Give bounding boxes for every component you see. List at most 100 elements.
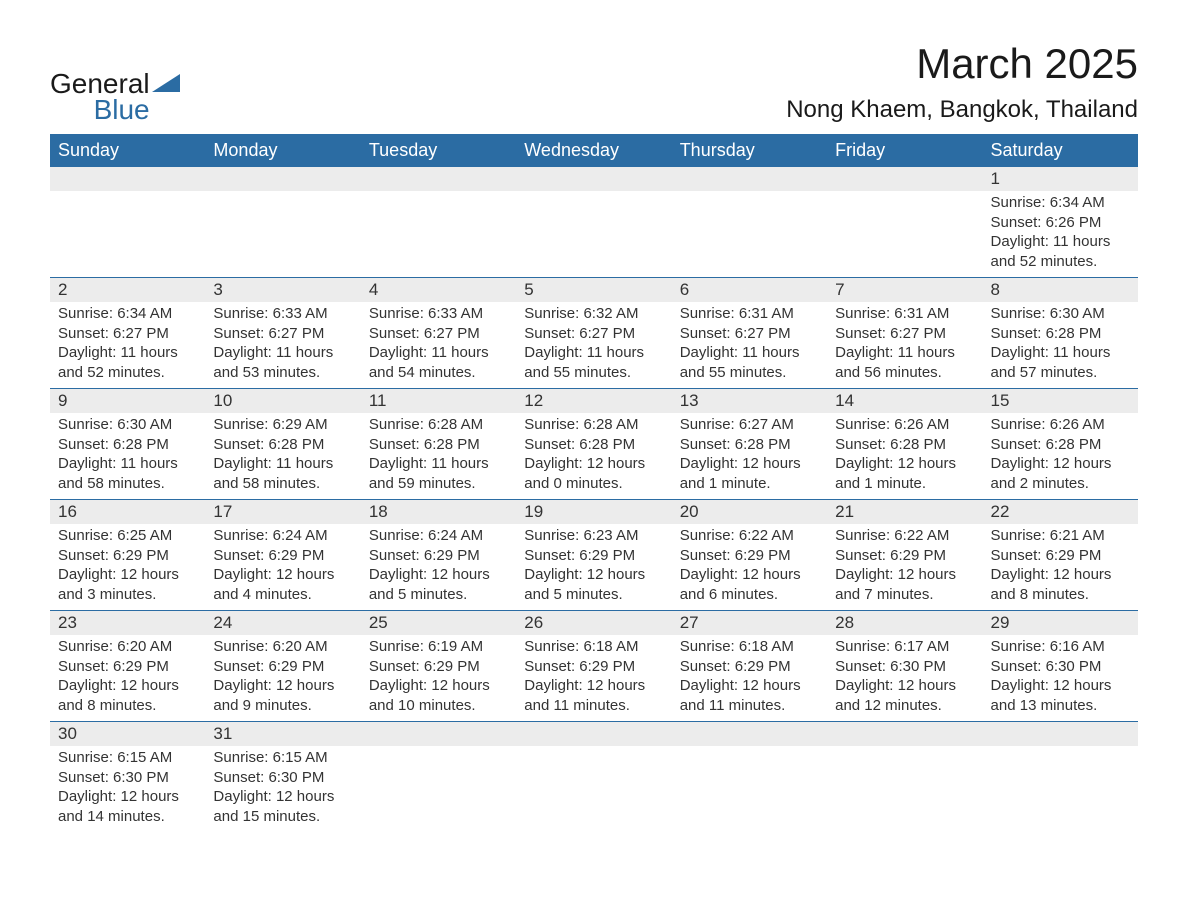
sunrise-text: Sunrise: 6:33 AM <box>213 304 352 324</box>
sunset-text: Sunset: 6:28 PM <box>213 435 352 455</box>
sunrise-text: Sunrise: 6:20 AM <box>213 637 352 657</box>
day-details: Sunrise: 6:33 AMSunset: 6:27 PMDaylight:… <box>205 302 360 388</box>
logo: General Blue <box>50 70 180 124</box>
empty-day-bar <box>205 167 360 191</box>
daylight-text: Daylight: 12 hours and 11 minutes. <box>680 676 819 715</box>
day-cell: 10Sunrise: 6:29 AMSunset: 6:28 PMDayligh… <box>205 389 360 500</box>
day-details: Sunrise: 6:15 AMSunset: 6:30 PMDaylight:… <box>205 746 360 832</box>
empty-day-body <box>827 191 982 271</box>
sunset-text: Sunset: 6:28 PM <box>991 435 1130 455</box>
day-cell <box>672 167 827 278</box>
empty-day-bar <box>361 722 516 746</box>
daylight-text: Daylight: 12 hours and 10 minutes. <box>369 676 508 715</box>
sunrise-text: Sunrise: 6:30 AM <box>58 415 197 435</box>
sunrise-text: Sunrise: 6:24 AM <box>213 526 352 546</box>
day-details: Sunrise: 6:24 AMSunset: 6:29 PMDaylight:… <box>205 524 360 610</box>
empty-day-bar <box>827 722 982 746</box>
empty-day-bar <box>672 167 827 191</box>
logo-triangle-icon <box>152 74 180 96</box>
sunset-text: Sunset: 6:28 PM <box>58 435 197 455</box>
day-details: Sunrise: 6:34 AMSunset: 6:27 PMDaylight:… <box>50 302 205 388</box>
day-cell: 4Sunrise: 6:33 AMSunset: 6:27 PMDaylight… <box>361 278 516 389</box>
day-details: Sunrise: 6:24 AMSunset: 6:29 PMDaylight:… <box>361 524 516 610</box>
day-number: 11 <box>361 389 516 413</box>
day-details: Sunrise: 6:22 AMSunset: 6:29 PMDaylight:… <box>827 524 982 610</box>
daylight-text: Daylight: 12 hours and 0 minutes. <box>524 454 663 493</box>
day-details: Sunrise: 6:17 AMSunset: 6:30 PMDaylight:… <box>827 635 982 721</box>
empty-day-bar <box>50 167 205 191</box>
day-cell <box>516 167 671 278</box>
day-number: 25 <box>361 611 516 635</box>
header: General Blue March 2025 Nong Khaem, Bang… <box>50 40 1138 124</box>
day-details: Sunrise: 6:25 AMSunset: 6:29 PMDaylight:… <box>50 524 205 610</box>
day-header-sun: Sunday <box>50 134 205 167</box>
day-cell: 30Sunrise: 6:15 AMSunset: 6:30 PMDayligh… <box>50 722 205 833</box>
empty-day-bar <box>983 722 1138 746</box>
sunset-text: Sunset: 6:30 PM <box>835 657 974 677</box>
sunset-text: Sunset: 6:29 PM <box>680 657 819 677</box>
sunset-text: Sunset: 6:27 PM <box>58 324 197 344</box>
sunset-text: Sunset: 6:28 PM <box>835 435 974 455</box>
day-cell: 17Sunrise: 6:24 AMSunset: 6:29 PMDayligh… <box>205 500 360 611</box>
sunset-text: Sunset: 6:27 PM <box>369 324 508 344</box>
daylight-text: Daylight: 12 hours and 2 minutes. <box>991 454 1130 493</box>
day-details: Sunrise: 6:26 AMSunset: 6:28 PMDaylight:… <box>827 413 982 499</box>
sunrise-text: Sunrise: 6:18 AM <box>524 637 663 657</box>
empty-day-bar <box>672 722 827 746</box>
empty-day-body <box>516 191 671 271</box>
day-number: 3 <box>205 278 360 302</box>
day-header-tue: Tuesday <box>361 134 516 167</box>
empty-day-body <box>361 191 516 271</box>
day-cell: 6Sunrise: 6:31 AMSunset: 6:27 PMDaylight… <box>672 278 827 389</box>
sunset-text: Sunset: 6:29 PM <box>58 657 197 677</box>
day-details: Sunrise: 6:20 AMSunset: 6:29 PMDaylight:… <box>205 635 360 721</box>
sunrise-text: Sunrise: 6:28 AM <box>369 415 508 435</box>
sunset-text: Sunset: 6:29 PM <box>524 546 663 566</box>
sunrise-text: Sunrise: 6:31 AM <box>835 304 974 324</box>
day-cell: 8Sunrise: 6:30 AMSunset: 6:28 PMDaylight… <box>983 278 1138 389</box>
day-details: Sunrise: 6:30 AMSunset: 6:28 PMDaylight:… <box>983 302 1138 388</box>
day-details: Sunrise: 6:26 AMSunset: 6:28 PMDaylight:… <box>983 413 1138 499</box>
day-details: Sunrise: 6:21 AMSunset: 6:29 PMDaylight:… <box>983 524 1138 610</box>
day-cell <box>827 722 982 833</box>
daylight-text: Daylight: 11 hours and 59 minutes. <box>369 454 508 493</box>
daylight-text: Daylight: 11 hours and 56 minutes. <box>835 343 974 382</box>
sunset-text: Sunset: 6:29 PM <box>213 657 352 677</box>
day-cell <box>205 167 360 278</box>
sunset-text: Sunset: 6:27 PM <box>524 324 663 344</box>
day-number: 30 <box>50 722 205 746</box>
day-cell <box>516 722 671 833</box>
day-number: 22 <box>983 500 1138 524</box>
sunrise-text: Sunrise: 6:26 AM <box>991 415 1130 435</box>
sunset-text: Sunset: 6:27 PM <box>680 324 819 344</box>
daylight-text: Daylight: 12 hours and 7 minutes. <box>835 565 974 604</box>
sunrise-text: Sunrise: 6:34 AM <box>991 193 1130 213</box>
sunrise-text: Sunrise: 6:23 AM <box>524 526 663 546</box>
day-cell: 9Sunrise: 6:30 AMSunset: 6:28 PMDaylight… <box>50 389 205 500</box>
day-number: 13 <box>672 389 827 413</box>
day-header-fri: Friday <box>827 134 982 167</box>
daylight-text: Daylight: 12 hours and 1 minute. <box>680 454 819 493</box>
sunrise-text: Sunrise: 6:30 AM <box>991 304 1130 324</box>
day-details: Sunrise: 6:22 AMSunset: 6:29 PMDaylight:… <box>672 524 827 610</box>
sunrise-text: Sunrise: 6:28 AM <box>524 415 663 435</box>
day-details: Sunrise: 6:33 AMSunset: 6:27 PMDaylight:… <box>361 302 516 388</box>
daylight-text: Daylight: 12 hours and 8 minutes. <box>991 565 1130 604</box>
sunrise-text: Sunrise: 6:18 AM <box>680 637 819 657</box>
daylight-text: Daylight: 11 hours and 53 minutes. <box>213 343 352 382</box>
daylight-text: Daylight: 12 hours and 3 minutes. <box>58 565 197 604</box>
day-number: 17 <box>205 500 360 524</box>
day-number: 14 <box>827 389 982 413</box>
day-cell: 3Sunrise: 6:33 AMSunset: 6:27 PMDaylight… <box>205 278 360 389</box>
day-cell <box>983 722 1138 833</box>
daylight-text: Daylight: 12 hours and 15 minutes. <box>213 787 352 826</box>
day-cell: 5Sunrise: 6:32 AMSunset: 6:27 PMDaylight… <box>516 278 671 389</box>
day-number: 16 <box>50 500 205 524</box>
empty-day-body <box>672 191 827 271</box>
sunset-text: Sunset: 6:28 PM <box>680 435 819 455</box>
day-details: Sunrise: 6:32 AMSunset: 6:27 PMDaylight:… <box>516 302 671 388</box>
day-cell: 25Sunrise: 6:19 AMSunset: 6:29 PMDayligh… <box>361 611 516 722</box>
day-cell <box>361 722 516 833</box>
empty-day-bar <box>827 167 982 191</box>
daylight-text: Daylight: 11 hours and 55 minutes. <box>680 343 819 382</box>
